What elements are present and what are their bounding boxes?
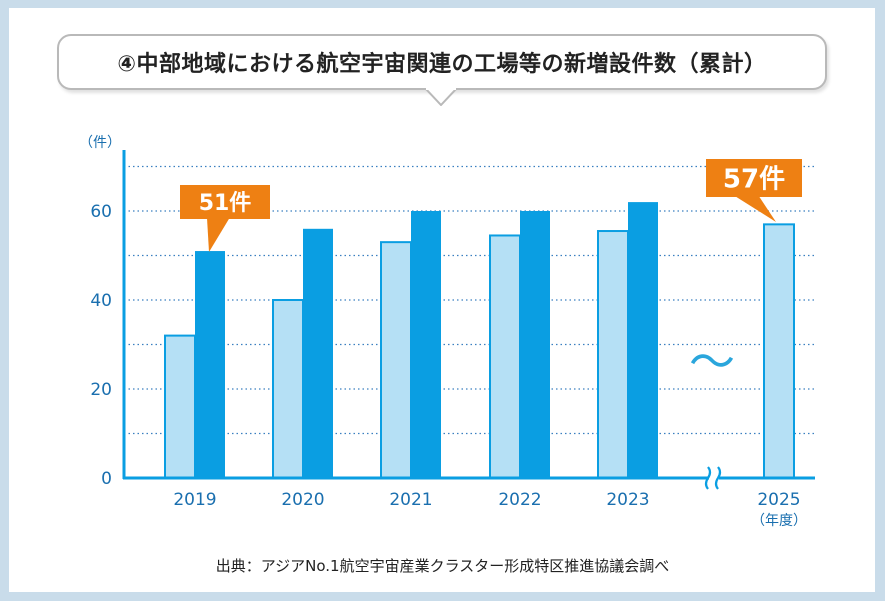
chart-title: ④中部地域における航空宇宙関連の工場等の新増設件数（累計）: [117, 52, 767, 77]
axis-break-mark: [714, 466, 722, 490]
bar-dark: [520, 211, 550, 478]
y-tick-label: 40: [90, 291, 112, 311]
bar-dark: [303, 228, 333, 478]
break-symbol: ～: [689, 335, 735, 389]
callout-box: [180, 185, 270, 219]
bar-light: [763, 223, 795, 479]
axis-break-mark: [704, 466, 712, 490]
title-box: ④中部地域における航空宇宙関連の工場等の新増設件数（累計）: [57, 34, 827, 90]
y-tick-label: 60: [90, 202, 112, 222]
callout-pointer: [734, 196, 776, 222]
callout-label: 57件: [723, 164, 785, 194]
bar-light: [597, 230, 629, 479]
source-note: 出典：アジアNo.1航空宇宙産業クラスター形成特区推進協議会調べ: [215, 557, 670, 575]
x-tick-label: 2025: [757, 490, 800, 510]
y-tick-label: 20: [90, 380, 112, 400]
bar-dark: [628, 202, 658, 478]
title-callout-tail: [425, 88, 457, 106]
y-tick-label: 0: [101, 469, 112, 489]
x-tick-label: 2021: [389, 490, 432, 510]
callout-label: 51件: [199, 191, 252, 216]
x-tick-label: 2019: [173, 490, 216, 510]
bar-light: [164, 334, 196, 479]
x-tick-label: 2022: [498, 490, 541, 510]
bar-dark: [411, 211, 441, 478]
x-unit-label: （年度）: [751, 513, 807, 529]
callout-box: [706, 159, 802, 197]
axis-break-gap: [709, 466, 719, 490]
x-tick-label: 2020: [281, 490, 324, 510]
bar-dark: [195, 251, 225, 478]
callout-pointer: [207, 218, 230, 252]
x-tick-label: 2023: [606, 490, 649, 510]
bar-light: [380, 241, 412, 479]
bar-light: [489, 234, 521, 479]
bar-light: [272, 299, 304, 479]
y-unit-label: （件）: [79, 135, 121, 151]
